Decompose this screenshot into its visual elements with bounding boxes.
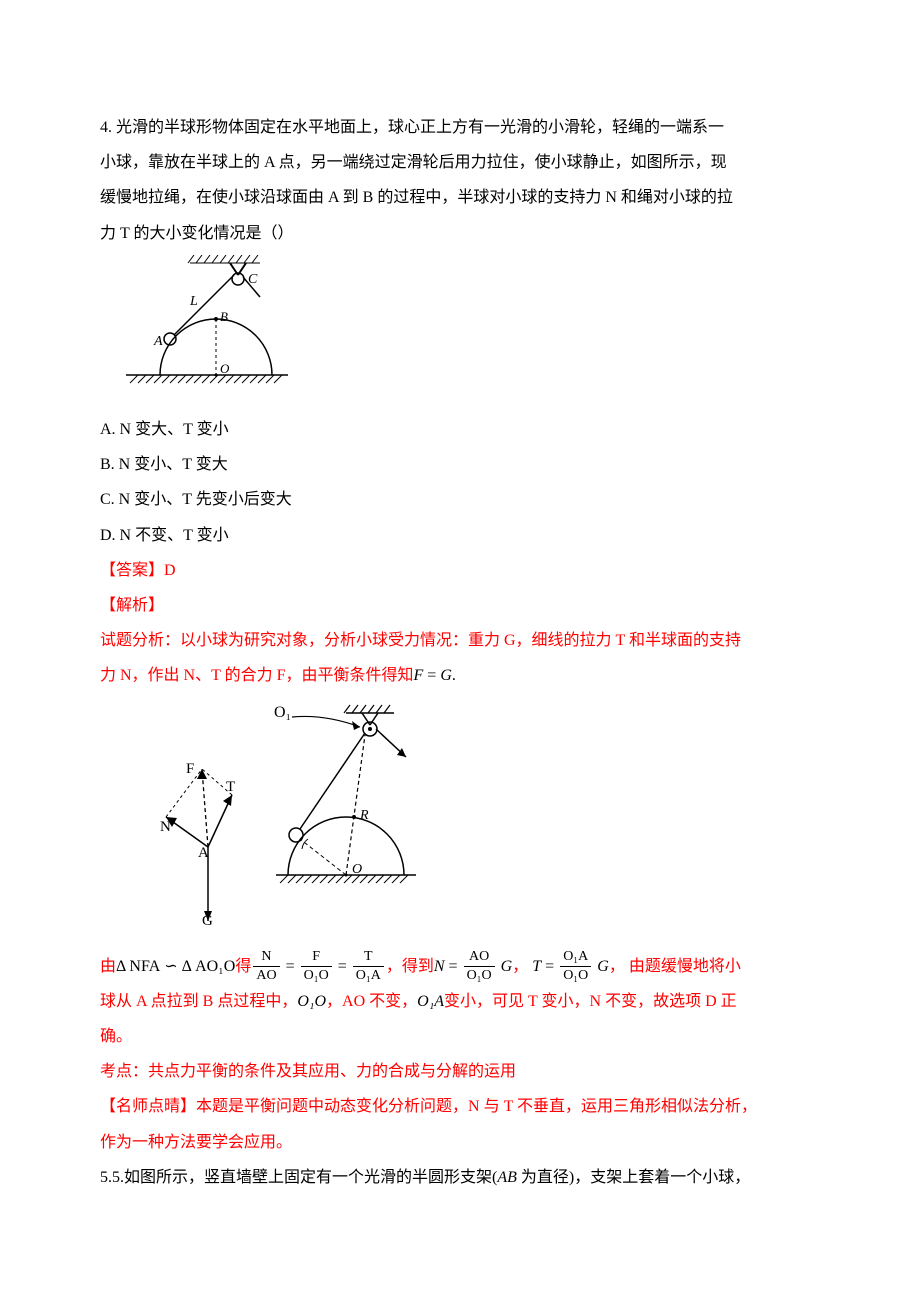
q4-option-A: A. N 变大、T 变小 bbox=[100, 412, 820, 447]
ratio1: NAO bbox=[251, 950, 281, 983]
q4-sim-line: 由Δ NFA ∽ Δ AO₁O得NAO = FO₁O = TO₁A，得到N = … bbox=[100, 949, 820, 984]
ratio3: TO₁A bbox=[351, 950, 386, 983]
eq1-dot: . bbox=[452, 667, 456, 684]
q4-tip-line2: 作为一种方法要学会应用。 bbox=[100, 1125, 820, 1160]
fig2-label-O: O bbox=[352, 862, 362, 877]
sim-right: Δ AO₁O bbox=[182, 958, 236, 975]
q4-stem-line1: 4. 光滑的半球形物体固定在水平地面上，球心正上方有一光滑的小滑轮，轻绳的一端系… bbox=[100, 110, 820, 145]
eq1-G: G bbox=[440, 667, 452, 684]
tip-label: 【名师点晴】 bbox=[100, 1098, 196, 1115]
fig1-label-L: L bbox=[189, 294, 198, 309]
answer-label: 【答案】 bbox=[100, 562, 164, 579]
nl1a: 球从 A 点拉到 B 点过程中， bbox=[100, 993, 297, 1010]
ratio-eq2: = bbox=[338, 958, 347, 975]
Teq-eq: = bbox=[545, 958, 554, 975]
q5-stem1: 如图所示，竖直墙壁上固定有一个光滑的半圆形支架( bbox=[124, 1169, 497, 1186]
q5-number: 5.5. bbox=[100, 1169, 124, 1186]
q4-kp: 考点：共点力平衡的条件及其应用、力的合成与分解的运用 bbox=[100, 1054, 820, 1089]
O1O: O₁O bbox=[297, 993, 326, 1010]
q4-stem-text1: 光滑的半球形物体固定在水平地面上，球心正上方有一光滑的小滑轮，轻绳的一端系一 bbox=[116, 119, 724, 136]
Neq-eq: = bbox=[449, 958, 458, 975]
q4-explain-l2: 力 N，作出 N、T 的合力 F，由平衡条件得知F = G. bbox=[100, 658, 820, 693]
fig2-label-G: G bbox=[202, 913, 213, 929]
Neq-lhs: N bbox=[434, 958, 445, 975]
sim-c: 由题缓慢地将小 bbox=[629, 958, 741, 975]
sim-a: 由 bbox=[100, 958, 116, 975]
q4-stem-line3: 缓慢地拉绳，在使小球沿球面由 A 到 B 的过程中，半球对小球的支持力 N 和绳… bbox=[100, 180, 820, 215]
q4-explain-label: 【解析】 bbox=[100, 588, 820, 623]
sim-sym: ∽ bbox=[164, 958, 177, 975]
Teq-lhs: T bbox=[532, 958, 541, 975]
comma2: ， bbox=[609, 958, 625, 975]
Teq-frac: O₁AO₁O bbox=[558, 950, 593, 983]
answer-value: D bbox=[164, 562, 176, 579]
q5-stem2: 为直径)，支架上套着一个小球， bbox=[517, 1169, 750, 1186]
eq1-eq: = bbox=[427, 667, 436, 684]
fig2-svg: O₁ O R A G N T F bbox=[160, 699, 420, 929]
deduce: ，得到 bbox=[386, 958, 434, 975]
tip-a: 本题是平衡问题中动态变化分析问题，N 与 T 不垂直，运用三角形相似法分析， bbox=[196, 1098, 757, 1115]
q4-figure2: O₁ O R A G N T F bbox=[160, 699, 820, 942]
q4-figure1: C O A L B bbox=[120, 255, 820, 408]
q4-option-C: C. N 变小、T 先变小后变大 bbox=[100, 482, 820, 517]
comma1: ， bbox=[512, 958, 528, 975]
q4-stem-line2: 小球，靠放在半球上的 A 点，另一端绕过定滑轮后用力拉住，使小球静止，如图所示，… bbox=[100, 145, 820, 180]
q5-AB: AB bbox=[497, 1169, 517, 1186]
q4-option-D: D. N 不变、T 变小 bbox=[100, 518, 820, 553]
q4-stem-line4: 力 T 的大小变化情况是（） bbox=[100, 216, 820, 251]
ratio-eq1: = bbox=[286, 958, 295, 975]
fig2-label-N: N bbox=[160, 819, 171, 835]
sim-left: Δ NFA bbox=[116, 958, 160, 975]
nl1c: 变小，可见 T 变小，N 不变，故选项 D 正 bbox=[444, 993, 737, 1010]
fig1-svg: C O A L B bbox=[120, 255, 290, 395]
fig1-label-B: B bbox=[220, 309, 228, 324]
ratio2: FO₁O bbox=[299, 950, 334, 983]
O1A: O₁A bbox=[417, 993, 444, 1010]
fig2-label-O1: O₁ bbox=[274, 704, 291, 721]
Neq-frac: AOO₁O bbox=[462, 950, 497, 983]
exp-l2a: 力 N，作出 N、T 的合力 F，由平衡条件得知 bbox=[100, 667, 414, 684]
q4-explain-l1: 试题分析：以小球为研究对象，分析小球受力情况：重力 G，细线的拉力 T 和半球面… bbox=[100, 623, 820, 658]
eq1-F: F bbox=[414, 667, 424, 684]
q4-tip-line1: 【名师点晴】本题是平衡问题中动态变化分析问题，N 与 T 不垂直，运用三角形相似… bbox=[100, 1089, 820, 1124]
q4-number: 4. bbox=[100, 119, 112, 136]
fig2-label-R: R bbox=[359, 808, 369, 823]
sim-b: 得 bbox=[235, 958, 251, 975]
q4-next-line2: 确。 bbox=[100, 1019, 820, 1054]
q4-answer-line: 【答案】D bbox=[100, 553, 820, 588]
q4-option-B: B. N 变小、T 变大 bbox=[100, 447, 820, 482]
fig2-label-F: F bbox=[186, 761, 194, 777]
fig1-label-A: A bbox=[153, 334, 163, 349]
Neq-G: G bbox=[501, 958, 513, 975]
Teq-G: G bbox=[597, 958, 609, 975]
q4-next-line1: 球从 A 点拉到 B 点过程中，O₁O，AO 不变，O₁A变小，可见 T 变小，… bbox=[100, 984, 820, 1019]
nl1b: ，AO 不变， bbox=[326, 993, 417, 1010]
q5-stem: 5.5.如图所示，竖直墙壁上固定有一个光滑的半圆形支架(AB 为直径)，支架上套… bbox=[100, 1160, 820, 1195]
fig2-label-T: T bbox=[226, 779, 235, 795]
fig1-label-O: O bbox=[220, 361, 230, 376]
